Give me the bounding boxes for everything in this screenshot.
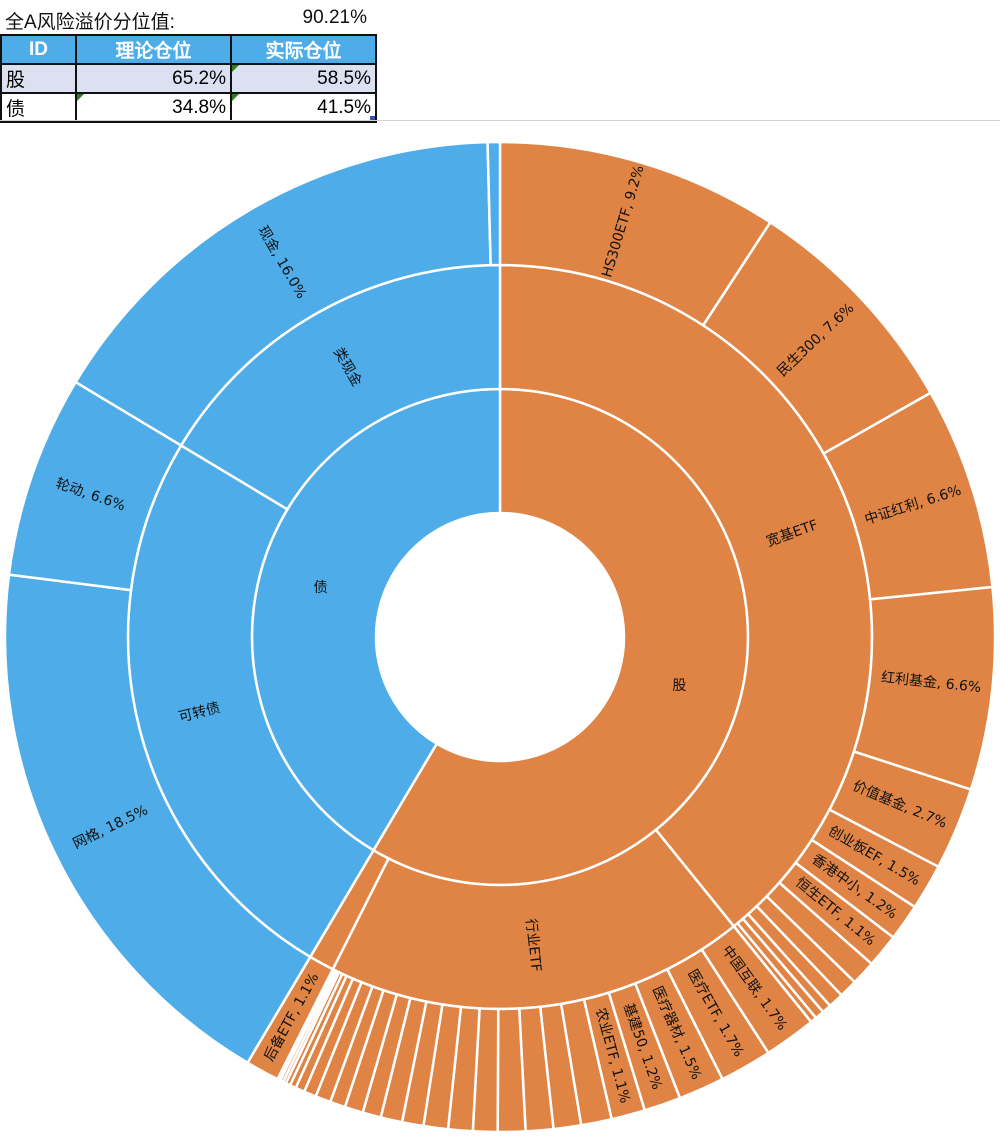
cell-id[interactable]: 股 (0, 63, 77, 94)
col-theoretical[interactable]: 理论仓位 (75, 34, 232, 65)
sunburst-label: 债 (314, 580, 328, 596)
risk-premium-label: 全A风险溢价分位值: (5, 12, 175, 33)
sunburst-segment-leaf[interactable] (3, 573, 312, 1065)
cell-value: 41.5% (317, 96, 371, 118)
sunburst-segment-leaf[interactable] (496, 1007, 527, 1134)
cell-value: 65.2% (172, 67, 226, 89)
cell-actual[interactable]: 58.5% (230, 63, 377, 94)
col-actual[interactable]: 实际仓位 (230, 34, 377, 65)
cell-theoretical[interactable]: 34.8% (75, 92, 232, 123)
cell-id[interactable]: 债 (0, 92, 77, 123)
table-row: 股 65.2% 58.5% (0, 63, 377, 94)
fill-handle[interactable] (370, 116, 375, 121)
sunburst-segment-leaf[interactable] (486, 140, 502, 267)
table-header-row: ID 理论仓位 实际仓位 (0, 34, 377, 65)
cell-theoretical[interactable]: 65.2% (75, 63, 232, 94)
comment-flag-icon (232, 94, 239, 101)
cell-actual[interactable]: 41.5% (230, 92, 377, 123)
sunburst-label: 行业ETF (522, 918, 544, 973)
sheet-divider (0, 120, 1000, 121)
col-id[interactable]: ID (0, 34, 77, 65)
table-row: 债 34.8% 41.5% (0, 92, 377, 123)
comment-flag-icon (232, 65, 239, 72)
comment-flag-icon (77, 94, 84, 101)
cell-value: 58.5% (317, 67, 371, 89)
position-table: ID 理论仓位 实际仓位 股 65.2% 58.5% 债 34.8% 41.5% (0, 34, 377, 123)
risk-premium-value: 90.21% (302, 7, 367, 28)
sunburst-label: 股 (672, 678, 686, 694)
cell-value: 34.8% (172, 96, 226, 118)
risk-premium-row: 全A风险溢价分位值: 90.21% (5, 4, 367, 33)
